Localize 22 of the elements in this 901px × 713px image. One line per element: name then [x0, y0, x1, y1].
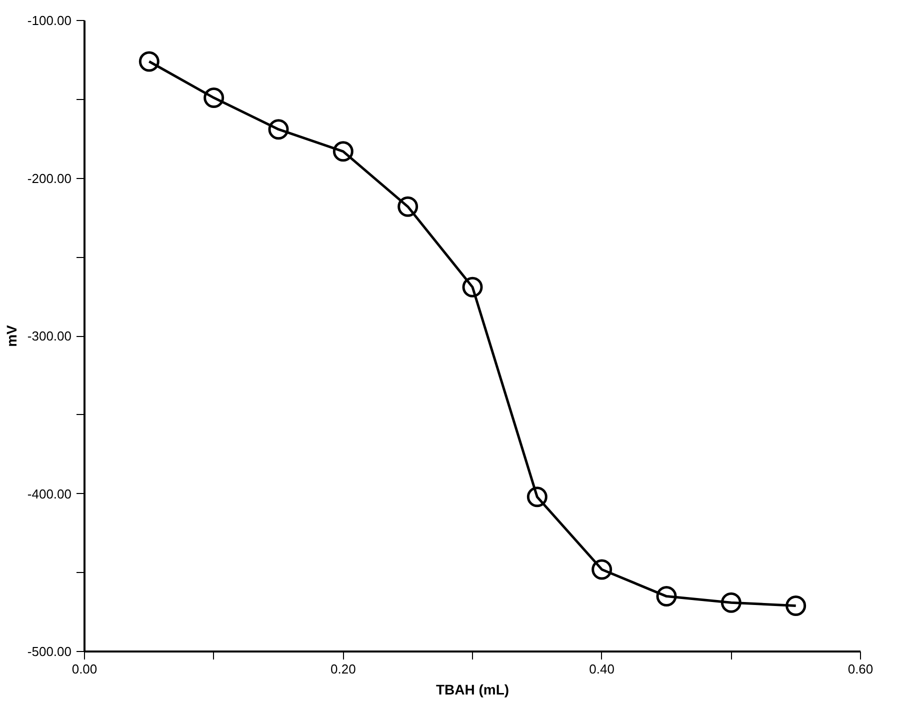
point [332, 141, 354, 162]
y-tick-label: -100.00 [27, 13, 72, 28]
point [720, 592, 742, 613]
point [204, 88, 224, 108]
point [398, 196, 418, 217]
y-tick-label: -300.00 [27, 328, 72, 344]
point [138, 51, 160, 72]
x-tick-label: 0.40 [589, 662, 614, 676]
y-tick-label: -400.00 [27, 486, 72, 502]
y-tick-label: -200.00 [27, 170, 72, 186]
point [592, 559, 612, 580]
point [526, 486, 548, 508]
x-tick-label: 0.20 [330, 662, 356, 676]
x-axis-title: TBAH (mL) [436, 682, 510, 698]
y-tick-label: -500.00 [27, 644, 72, 659]
point [462, 276, 483, 298]
x-tick-label: 0.00 [72, 662, 98, 676]
point [656, 586, 677, 607]
point [786, 596, 806, 616]
y-axis-title: mV [3, 324, 20, 347]
point [268, 119, 289, 140]
x-tick-label: 0.60 [848, 662, 874, 676]
